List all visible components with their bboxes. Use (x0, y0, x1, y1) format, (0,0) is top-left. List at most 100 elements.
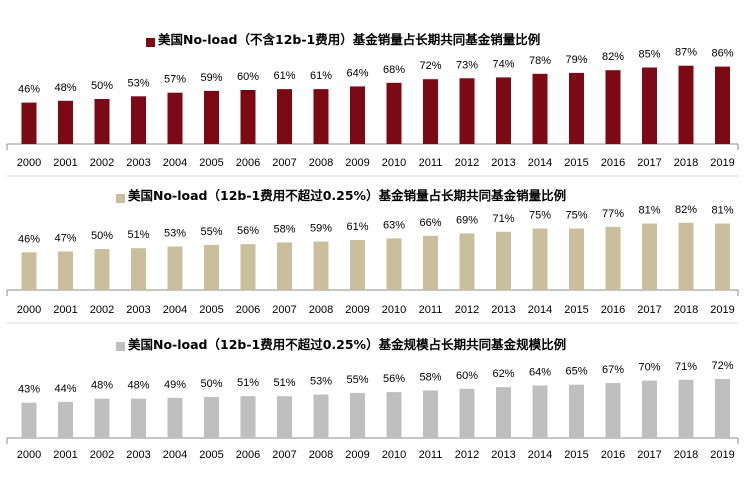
x-tick-label: 2017 (637, 157, 661, 169)
data-label: 74% (492, 58, 514, 70)
bar (532, 228, 548, 290)
bar (386, 238, 402, 290)
x-tick-label: 2011 (419, 157, 443, 169)
chart-title: 美国No-load（不含12b-1费用）基金销量占长期共同基金销量比例 (158, 32, 540, 47)
x-tick-label: 2008 (309, 304, 333, 316)
x-tick-label: 2009 (345, 449, 369, 461)
bar (58, 401, 73, 438)
bar (240, 396, 256, 438)
x-tick-label: 2002 (90, 449, 114, 461)
x-tick-label: 2001 (53, 157, 77, 169)
x-tick-label: 2015 (564, 304, 588, 316)
x-tick-label: 2005 (199, 157, 223, 169)
data-label: 70% (638, 362, 660, 374)
x-tick-label: 2008 (309, 157, 333, 169)
bar (204, 244, 219, 290)
data-label: 81% (638, 205, 660, 217)
bar (21, 252, 37, 290)
data-label: 72% (711, 360, 733, 372)
data-label: 77% (602, 208, 624, 220)
bar (532, 385, 548, 438)
bar (313, 394, 329, 438)
bar (459, 233, 475, 290)
bar (240, 90, 256, 144)
data-label: 81% (711, 205, 733, 217)
x-tick-label: 2014 (528, 157, 552, 169)
data-label: 67% (602, 364, 624, 376)
bar (569, 228, 584, 290)
data-label: 72% (419, 60, 441, 72)
bar (313, 89, 329, 144)
bar (496, 387, 511, 438)
data-label: 44% (54, 383, 76, 395)
bar (58, 251, 73, 290)
data-label: 58% (419, 371, 441, 383)
data-label: 79% (565, 54, 587, 66)
data-label: 69% (456, 214, 478, 226)
data-label: 47% (54, 232, 76, 244)
bar (605, 70, 621, 144)
data-label: 50% (200, 378, 222, 390)
data-label: 58% (273, 223, 295, 235)
chart-panel-1: 美国No-load（不含12b-1费用）基金销量占长期共同基金销量比例 46% 20… (6, 32, 739, 177)
x-tick-label: 2003 (126, 449, 150, 461)
x-tick-label: 2007 (272, 304, 296, 316)
data-label: 87% (675, 47, 697, 59)
x-tick-label: 2009 (345, 304, 369, 316)
data-label: 51% (237, 377, 259, 389)
data-label: 53% (164, 228, 186, 240)
data-label: 82% (602, 51, 624, 63)
x-tick-label: 2016 (601, 304, 625, 316)
data-label: 60% (237, 71, 259, 83)
data-label: 48% (91, 380, 113, 392)
x-tick-label: 2019 (710, 157, 734, 169)
x-tick-label: 2017 (637, 449, 661, 461)
legend-swatch (146, 38, 155, 47)
data-label: 73% (456, 59, 478, 71)
bar (386, 82, 402, 144)
bar (605, 383, 621, 438)
data-label: 46% (18, 84, 40, 96)
x-tick-label: 2004 (163, 449, 187, 461)
bar (167, 397, 183, 438)
data-label: 86% (711, 48, 733, 60)
bar (459, 78, 475, 144)
x-tick-label: 2013 (491, 304, 515, 316)
x-tick-label: 2011 (419, 304, 443, 316)
chart-panel-2: 美国No-load（12b-1费用不超过0.25%）基金销量占长期共同基金销量比… (6, 188, 739, 324)
bar (94, 99, 110, 144)
bar (350, 392, 365, 438)
data-label: 75% (565, 210, 587, 222)
x-tick-label: 2014 (528, 449, 552, 461)
x-tick-label: 2015 (564, 157, 588, 169)
data-label: 48% (54, 82, 76, 94)
x-tick-label: 2004 (163, 157, 187, 169)
bar (313, 241, 329, 290)
x-tick-label: 2009 (345, 157, 369, 169)
x-tick-label: 2011 (419, 449, 443, 461)
data-label: 43% (18, 384, 40, 396)
x-tick-label: 2005 (199, 449, 223, 461)
bar (678, 65, 694, 144)
x-tick-label: 2001 (53, 304, 77, 316)
data-label: 78% (529, 55, 551, 67)
bar (642, 223, 657, 290)
legend-swatch (116, 194, 125, 203)
data-label: 75% (529, 210, 551, 222)
bar (94, 398, 110, 438)
bar (240, 244, 256, 290)
x-tick-label: 2010 (382, 304, 406, 316)
bar (277, 242, 292, 290)
x-tick-label: 2002 (90, 304, 114, 316)
x-tick-label: 2010 (382, 449, 406, 461)
bar (642, 380, 657, 438)
x-tick-label: 2008 (309, 449, 333, 461)
x-tick-label: 2012 (455, 449, 479, 461)
data-label: 48% (127, 380, 149, 392)
data-label: 53% (310, 376, 332, 388)
data-label: 66% (419, 217, 441, 229)
x-tick-label: 2012 (455, 304, 479, 316)
data-label: 63% (383, 219, 405, 231)
data-label: 68% (383, 64, 405, 76)
bar (423, 79, 438, 144)
